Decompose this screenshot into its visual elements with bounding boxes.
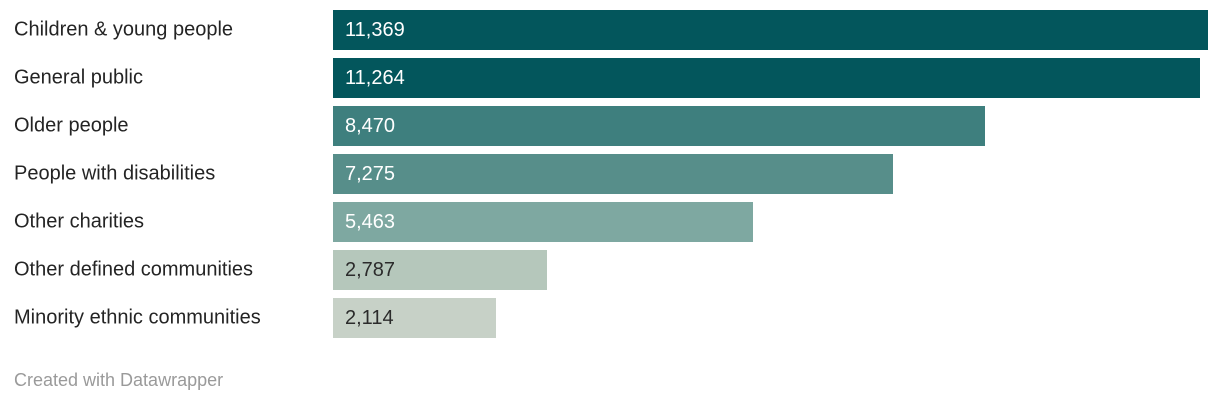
bar-row: General public 11,264 [0,58,1220,98]
bar-value-label: 8,470 [345,114,396,137]
category-label: Other defined communities [14,258,254,281]
category-label: Children & young people [14,18,234,41]
bar[interactable]: 5,463 [333,202,753,242]
datawrapper-attribution[interactable]: Created with Datawrapper [14,370,224,390]
bar[interactable]: 2,114 [333,298,496,338]
bar-row: Other charities 5,463 [0,202,1220,242]
bar-value-label: 2,114 [345,306,394,329]
bar-row: Other defined communities 2,787 [0,250,1220,290]
bar-row: People with disabilities 7,275 [0,154,1220,194]
bar-value-label: 2,787 [345,258,396,281]
bar-value-label: 11,264 [345,66,405,89]
bar[interactable]: 2,787 [333,250,547,290]
bar[interactable]: 8,470 [333,106,985,146]
bar-value-label: 11,369 [345,18,405,41]
category-label: Older people [14,114,129,137]
category-label: People with disabilities [14,162,216,185]
bar[interactable]: 11,264 [333,58,1200,98]
bar-row: Children & young people 11,369 [0,10,1220,50]
bar-value-label: 5,463 [345,210,396,233]
category-label: Other charities [14,210,145,233]
category-label: Minority ethnic communities [14,306,261,329]
bar[interactable]: 11,369 [333,10,1208,50]
bar-value-label: 7,275 [345,162,396,185]
bar-row: Minority ethnic communities 2,114 [0,298,1220,338]
bar-row: Older people 8,470 [0,106,1220,146]
bar[interactable]: 7,275 [333,154,893,194]
category-label: General public [14,66,143,89]
